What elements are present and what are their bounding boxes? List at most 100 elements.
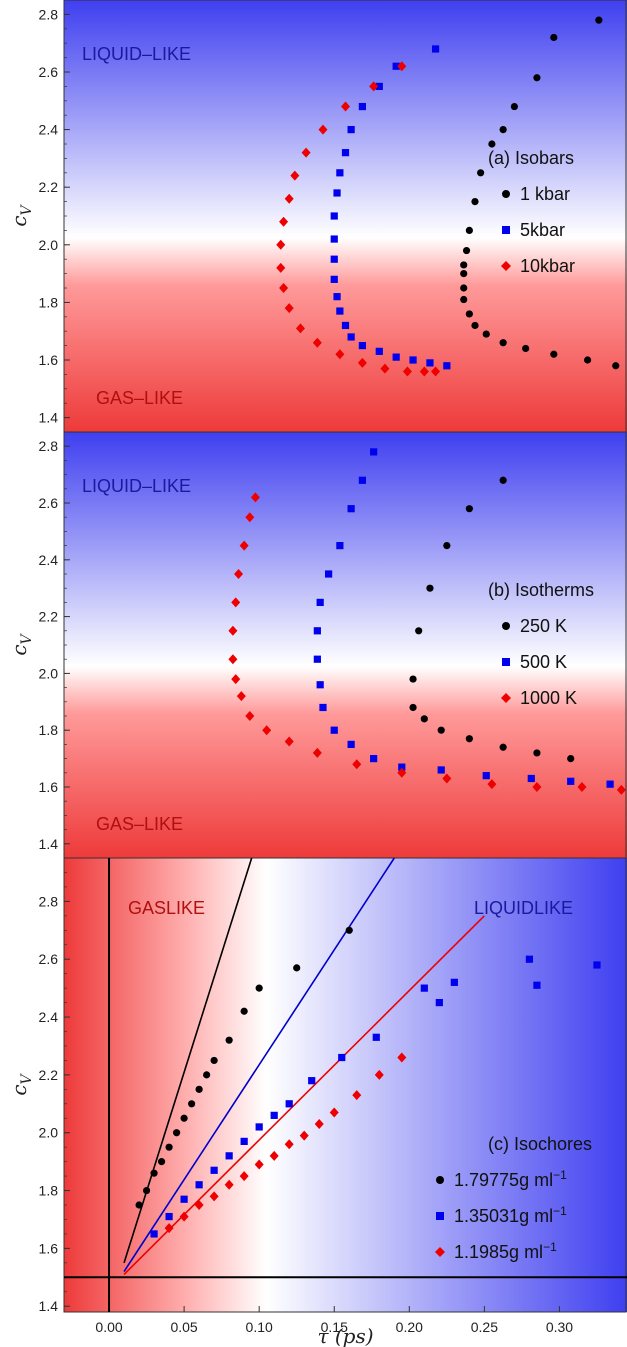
data-point [409, 675, 416, 682]
data-point [421, 985, 428, 992]
data-point [286, 1100, 293, 1107]
data-point [331, 727, 338, 734]
data-point [526, 956, 533, 963]
data-point [595, 17, 602, 24]
data-point [196, 1181, 203, 1188]
data-point [376, 348, 383, 355]
data-point [314, 627, 321, 634]
data-point [348, 126, 355, 133]
data-point [342, 149, 349, 156]
data-point [409, 356, 416, 363]
data-point [181, 1115, 188, 1122]
data-point [443, 542, 450, 549]
data-point [165, 1144, 172, 1151]
panel-b: 1.4 1.6 1.8 2.0 2.2 2.4 2.6 2.8 cV LIQUID–LIKE GAS… [7, 432, 627, 858]
data-point [500, 126, 507, 133]
data-point [333, 189, 340, 196]
data-point [293, 964, 300, 971]
plot-background [64, 0, 627, 432]
data-point [533, 982, 540, 989]
data-point [471, 322, 478, 329]
data-point [460, 270, 467, 277]
data-point [409, 704, 416, 711]
legend-title: (c) Isochores [488, 1134, 592, 1154]
data-point [500, 744, 507, 751]
data-point [359, 103, 366, 110]
data-point [466, 310, 473, 317]
region-label-left: GASLIKE [128, 898, 205, 918]
x-tick-label: 0.10 [246, 1319, 273, 1335]
x-tick-label: 0.25 [471, 1319, 498, 1335]
data-point [460, 284, 467, 291]
x-axis-label: τ (ps) [317, 1324, 373, 1347]
data-point [165, 1213, 172, 1220]
data-point [533, 74, 540, 81]
data-point [143, 1187, 150, 1194]
data-point [196, 1086, 203, 1093]
data-point [463, 247, 470, 254]
y-axis-label: cV [7, 1072, 35, 1095]
data-point [150, 1230, 157, 1237]
y-tick-label: 2.0 [39, 665, 59, 681]
data-point [188, 1100, 195, 1107]
data-point [370, 448, 377, 455]
legend-title: (a) Isobars [488, 148, 574, 168]
legend-marker [502, 226, 510, 234]
data-point [348, 505, 355, 512]
data-point [271, 1112, 278, 1119]
data-point [426, 585, 433, 592]
x-tick-label: 0.00 [95, 1319, 122, 1335]
y-tick-label: 2.4 [39, 122, 59, 138]
legend-marker [436, 1212, 444, 1220]
region-label-top: LIQUID–LIKE [82, 476, 191, 496]
y-tick-label: 2.6 [39, 495, 59, 511]
data-point [135, 1201, 142, 1208]
data-point [584, 356, 591, 363]
data-point [528, 775, 535, 782]
y-tick-label: 1.4 [39, 410, 59, 426]
y-tick-label: 1.6 [39, 352, 59, 368]
y-tick-label: 2.2 [39, 1067, 59, 1083]
legend-label: 250 K [520, 616, 567, 636]
y-axis-label: cV [7, 203, 35, 226]
y-tick-label: 1.4 [39, 836, 59, 852]
data-point [393, 354, 400, 361]
data-point [317, 681, 324, 688]
data-point [550, 351, 557, 358]
legend-label: 10kbar [520, 256, 575, 276]
y-tick-label: 2.8 [39, 893, 59, 909]
data-point [317, 599, 324, 606]
data-point [319, 704, 326, 711]
data-point [533, 749, 540, 756]
data-point [336, 307, 343, 314]
data-point [612, 362, 619, 369]
legend-marker [502, 190, 510, 198]
data-point [338, 1054, 345, 1061]
data-point [438, 727, 445, 734]
data-point [346, 927, 353, 934]
data-point [256, 985, 263, 992]
region-label-right: LIQUIDLIKE [474, 898, 573, 918]
data-point [432, 45, 439, 52]
data-point [359, 477, 366, 484]
legend-marker [502, 622, 510, 630]
data-point [314, 656, 321, 663]
data-point [500, 339, 507, 346]
region-label-top: LIQUID–LIKE [82, 44, 191, 64]
data-point [158, 1158, 165, 1165]
data-point [342, 322, 349, 329]
data-point [421, 715, 428, 722]
data-point [500, 477, 507, 484]
y-tick-label: 2.2 [39, 609, 59, 625]
data-point [325, 570, 332, 577]
data-point [211, 1057, 218, 1064]
data-point [226, 1152, 233, 1159]
y-tick-label: 1.8 [39, 294, 59, 310]
y-tick-label: 2.2 [39, 179, 59, 195]
data-point [241, 1008, 248, 1015]
legend-marker [502, 658, 510, 666]
data-point [567, 755, 574, 762]
data-point [203, 1071, 210, 1078]
data-point [331, 235, 338, 242]
y-axis-label: cV [7, 632, 35, 655]
